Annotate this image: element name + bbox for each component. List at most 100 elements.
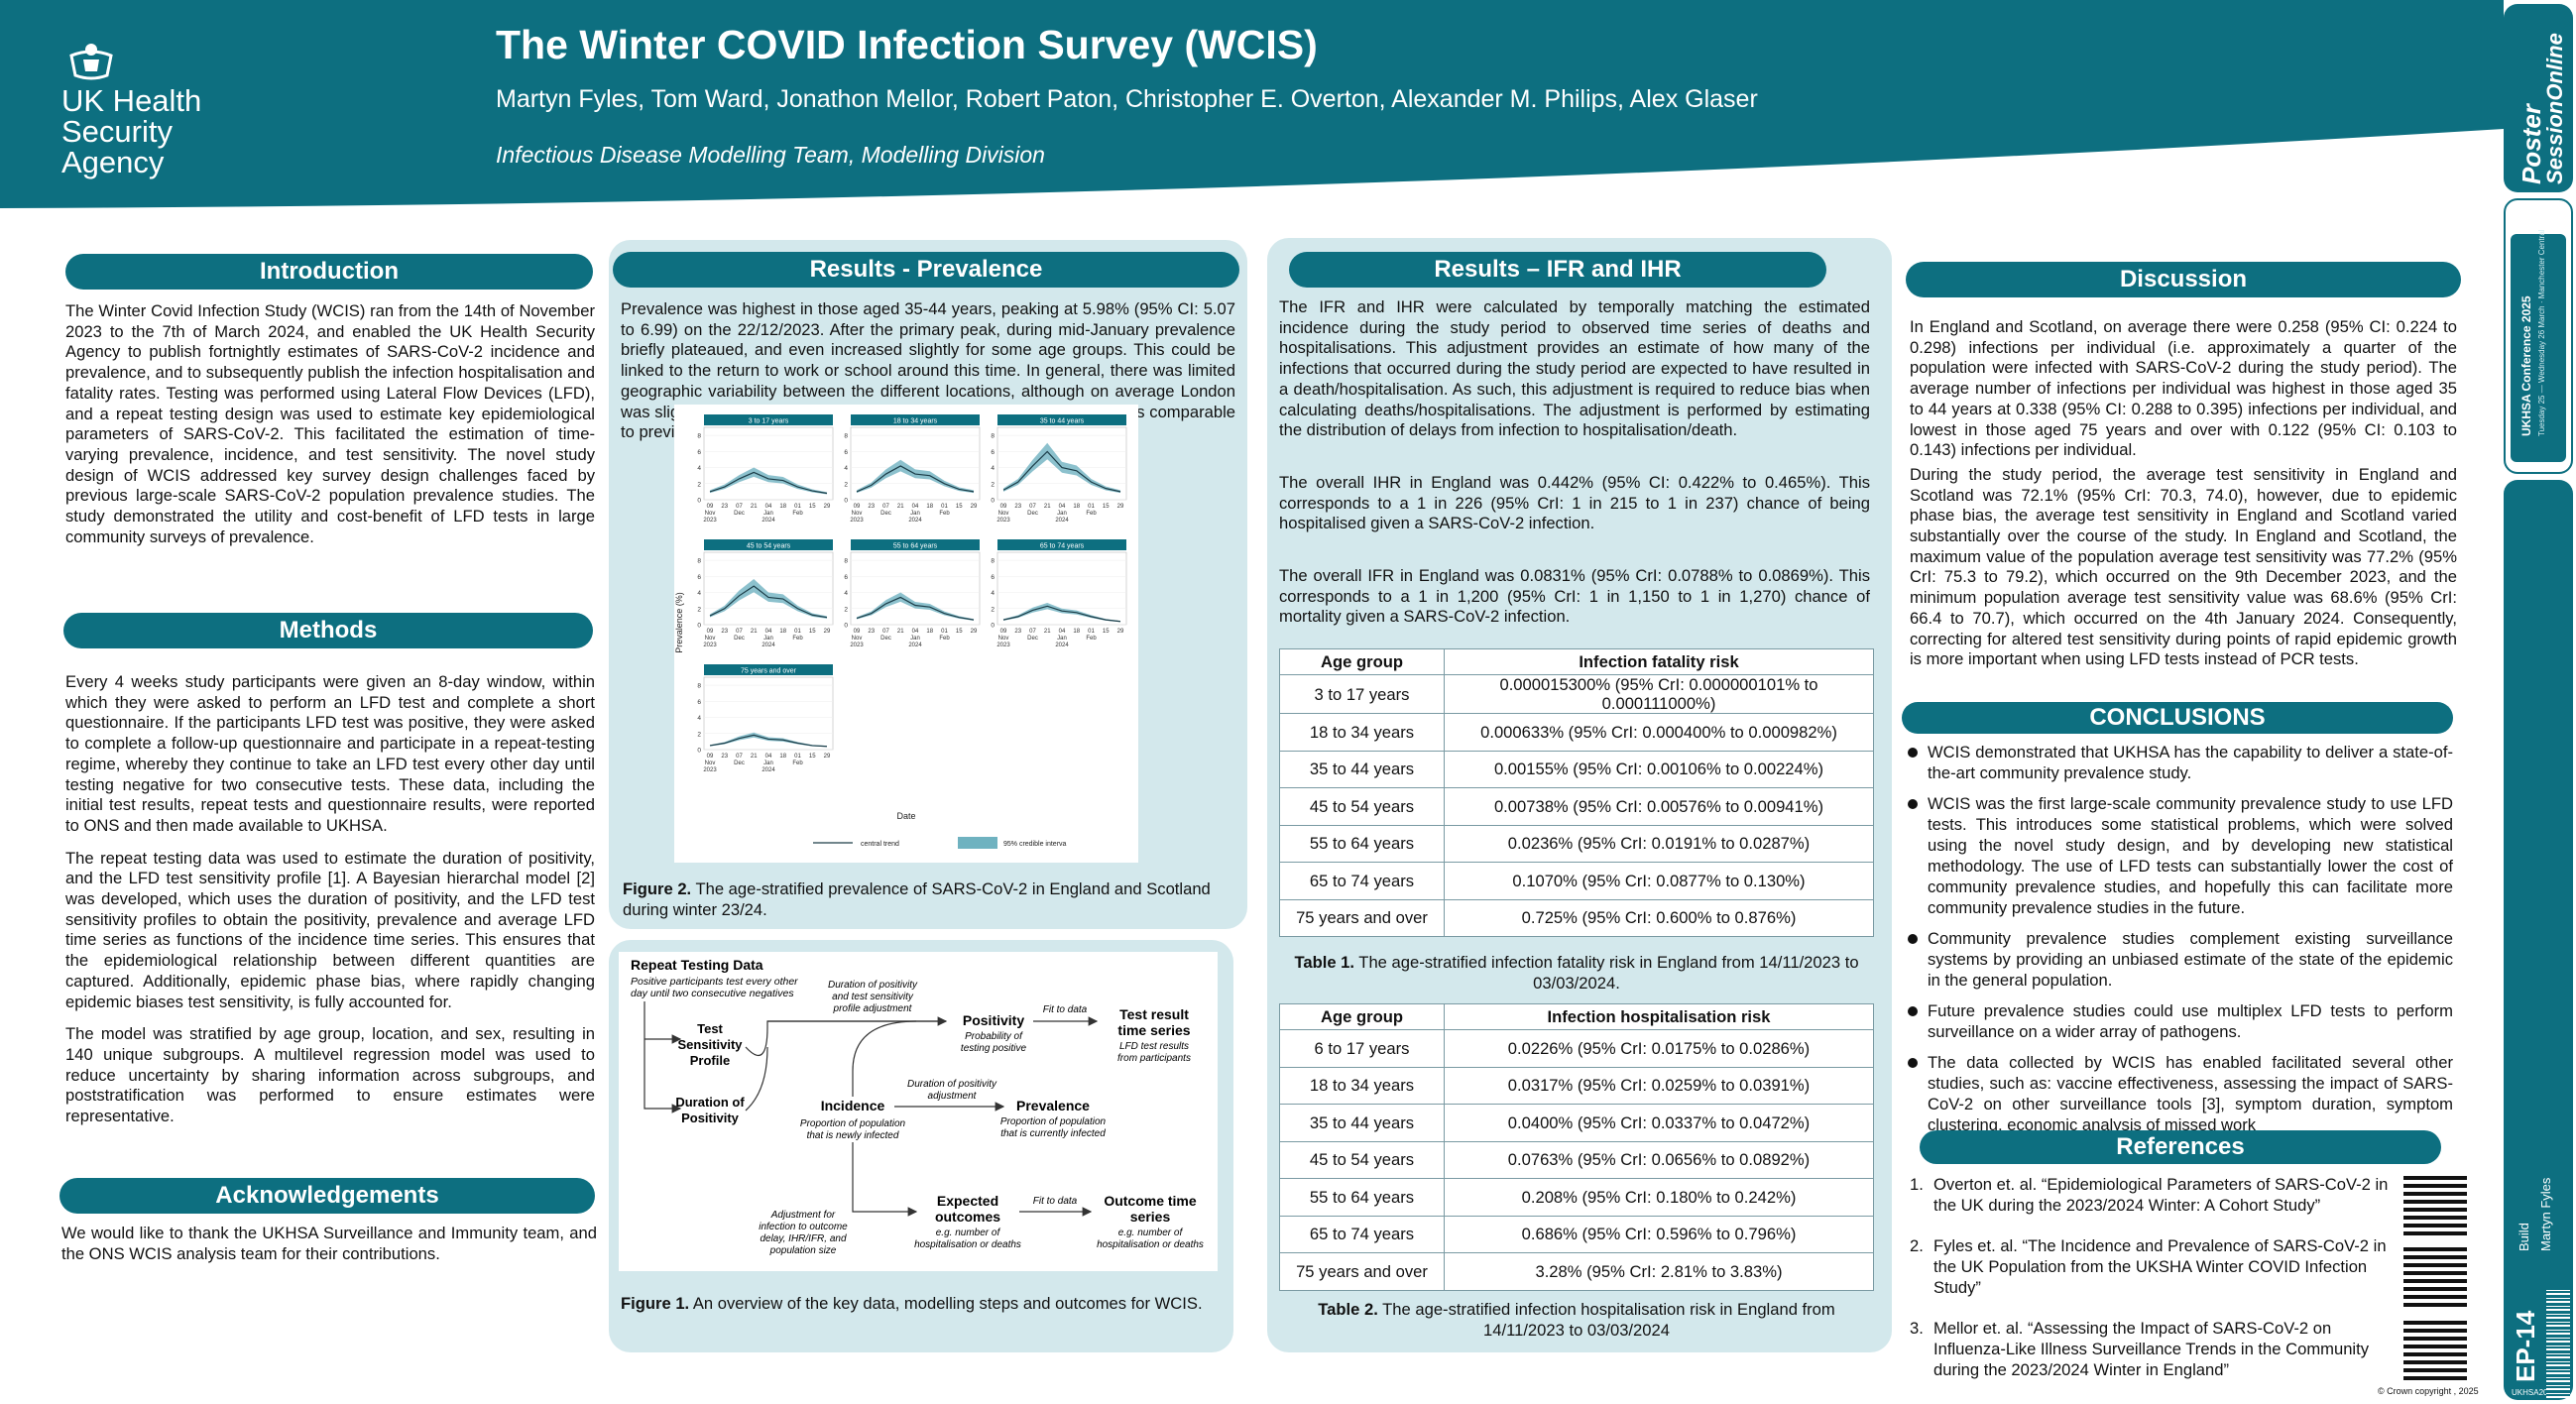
x-tick-label: Dec bbox=[880, 636, 891, 642]
x-tick-label: Feb bbox=[792, 511, 803, 517]
x-tick-label: Feb bbox=[1086, 636, 1097, 642]
x-tick-label: 2023 bbox=[996, 518, 1010, 524]
x-tick-label: Nov bbox=[998, 511, 1009, 517]
table-header: Age group bbox=[1279, 1003, 1445, 1030]
central-trend-line bbox=[1002, 450, 1121, 493]
risk-value-cell: 0.725% (95% CrI: 0.600% to 0.876%) bbox=[1444, 898, 1874, 937]
x-tick-label: 21 bbox=[1044, 504, 1051, 510]
ifr-text: The IFR and IHR were calculated by tempo… bbox=[1279, 297, 1870, 640]
qr-code-1[interactable] bbox=[2403, 1172, 2467, 1235]
x-tick-label: 18 bbox=[779, 629, 786, 635]
y-tick-label: 8 bbox=[697, 558, 701, 565]
table-header-row: Age group Infection fatality risk bbox=[1279, 648, 1874, 675]
qr-code-2[interactable] bbox=[2403, 1243, 2467, 1307]
x-tick-label: 18 bbox=[779, 754, 786, 760]
fig1-outcome-sub-1: e.g. number of bbox=[1118, 1228, 1184, 1238]
panel-title: 35 to 44 years bbox=[1040, 418, 1085, 425]
y-tick-label: 6 bbox=[844, 449, 848, 456]
panel-title: 65 to 74 years bbox=[1040, 543, 1085, 550]
affiliation: Infectious Disease Modelling Team, Model… bbox=[496, 142, 1045, 168]
panel-strip bbox=[704, 539, 833, 550]
y-tick-label: 6 bbox=[697, 574, 701, 581]
y-tick-label: 8 bbox=[697, 683, 701, 690]
y-tick-label: 0 bbox=[697, 623, 701, 630]
x-tick-label: 18 bbox=[926, 629, 933, 635]
legend-band bbox=[958, 837, 997, 849]
panel-title: 75 years and over bbox=[741, 668, 797, 675]
fig1-duration-2: Positivity bbox=[681, 1111, 740, 1125]
x-tick-label: 29 bbox=[824, 754, 831, 760]
methods-text: Every 4 weeks study participants were gi… bbox=[65, 672, 595, 1139]
central-trend-line bbox=[1002, 605, 1121, 623]
x-tick-label: Jan bbox=[910, 636, 920, 642]
x-tick-label: Jan bbox=[1057, 511, 1067, 517]
x-tick-label: Jan bbox=[763, 636, 773, 642]
age-group-cell: 75 years and over bbox=[1279, 1252, 1445, 1291]
fig1-adj-outcome-1: Adjustment for bbox=[770, 1210, 836, 1221]
age-group-cell: 6 to 17 years bbox=[1279, 1029, 1445, 1068]
panel-strip bbox=[997, 539, 1126, 550]
x-tick-label: 23 bbox=[721, 504, 728, 510]
conclusion-item: The data collected by WCIS has enabled f… bbox=[1906, 1052, 2453, 1135]
x-tick-label: 21 bbox=[897, 629, 904, 635]
x-tick-label: 29 bbox=[824, 504, 831, 510]
intro-heading: Introduction bbox=[65, 254, 593, 290]
table-row: 55 to 64 years 0.208% (95% CrI: 0.180% to… bbox=[1279, 1178, 1874, 1217]
conference-dates: Tuesday 25 — Wednesday 26 March · Manche… bbox=[2537, 229, 2546, 436]
panel-strip bbox=[704, 414, 833, 425]
x-tick-label: 01 bbox=[1088, 629, 1095, 635]
x-tick-label: 04 bbox=[765, 754, 772, 760]
x-tick-label: 21 bbox=[897, 504, 904, 510]
x-tick-label: 09 bbox=[1000, 629, 1007, 635]
x-tick-label: 29 bbox=[1117, 629, 1124, 635]
discussion-paragraph-2: During the study period, the average tes… bbox=[1910, 464, 2457, 669]
x-tick-label: 2023 bbox=[850, 518, 864, 524]
qr-code-3[interactable] bbox=[2403, 1317, 2467, 1380]
x-tick-label: Feb bbox=[792, 636, 803, 642]
x-tick-label: 15 bbox=[809, 629, 816, 635]
reference-item: 1. Overton et. al. “Epidemiological Param… bbox=[1910, 1174, 2400, 1216]
conclusion-item: Future prevalence studies could use mult… bbox=[1906, 1000, 2453, 1042]
sidebar-panel bbox=[2504, 480, 2573, 1400]
intro-paragraph: The Winter Covid Infection Study (WCIS) … bbox=[65, 301, 595, 546]
ifr-table: Age group Infection fatality risk 3 to 1… bbox=[1279, 648, 1874, 937]
panel-area bbox=[703, 551, 834, 626]
y-tick-label: 2 bbox=[991, 606, 995, 613]
age-group-cell: 18 to 34 years bbox=[1279, 713, 1445, 752]
fig1-duration-1: Duration of bbox=[675, 1095, 745, 1110]
table-row: 45 to 54 years 0.00738% (95% CrI: 0.00576… bbox=[1279, 787, 1874, 826]
fig1-adj-outcome-3: delay, IHR/IFR, and bbox=[760, 1233, 847, 1244]
reference-number: 3. bbox=[1910, 1319, 1924, 1338]
fig1-outcome-ts-2: series bbox=[1130, 1209, 1171, 1225]
x-tick-label: 09 bbox=[854, 629, 861, 635]
x-tick-label: 09 bbox=[1000, 504, 1007, 510]
fig1-dur-adj-1: Duration of positivity bbox=[907, 1079, 997, 1090]
figure-2-caption: Figure 2. The age-stratified prevalence … bbox=[623, 878, 1241, 920]
reference-item: 2. Fyles et. al. “The Incidence and Preva… bbox=[1910, 1235, 2400, 1298]
x-tick-label: 01 bbox=[794, 629, 801, 635]
credible-interval-band bbox=[710, 467, 827, 495]
table-row: 18 to 34 years 0.0317% (95% CrI: 0.0259% … bbox=[1279, 1066, 1874, 1105]
x-tick-label: 04 bbox=[912, 629, 919, 635]
fig1-test-sens-2: Sensitivity bbox=[677, 1037, 743, 1052]
table-header-row: Age group Infection hospitalisation risk bbox=[1279, 1003, 1874, 1030]
ack-heading: Acknowledgements bbox=[59, 1178, 595, 1214]
logo-line-2: Security bbox=[61, 114, 173, 149]
x-tick-label: Dec bbox=[734, 760, 745, 766]
figure-1-label: Figure 1. bbox=[621, 1294, 690, 1313]
age-group-cell: 55 to 64 years bbox=[1279, 1178, 1445, 1217]
age-group-cell: 3 to 17 years bbox=[1279, 674, 1445, 714]
table-row: 65 to 74 years 0.686% (95% CrI: 0.596% to… bbox=[1279, 1215, 1874, 1253]
conclusions-list: WCIS demonstrated that UKHSA has the cap… bbox=[1906, 742, 2453, 1145]
x-tick-label: 07 bbox=[1029, 504, 1036, 510]
table-header: Age group bbox=[1279, 648, 1445, 675]
table-row: 35 to 44 years 0.00155% (95% CrI: 0.00106… bbox=[1279, 750, 1874, 788]
fig1-test-sens-3: Profile bbox=[690, 1053, 730, 1068]
y-tick-label: 0 bbox=[697, 748, 701, 755]
barcode bbox=[2546, 1289, 2570, 1398]
x-tick-label: Jan bbox=[910, 511, 920, 517]
x-tick-label: Dec bbox=[880, 511, 891, 517]
x-tick-label: Feb bbox=[792, 760, 803, 766]
discussion-text: In England and Scotland, on average ther… bbox=[1910, 317, 2457, 682]
panel-area bbox=[996, 551, 1127, 626]
